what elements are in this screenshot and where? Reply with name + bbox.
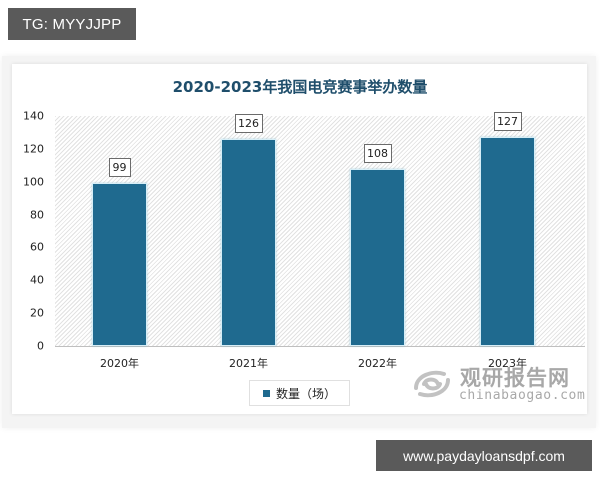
- watermark-tag-bottom: www.paydayloansdpf.com: [376, 440, 592, 471]
- data-label: 99: [108, 158, 131, 178]
- y-tick-label: 0: [37, 339, 44, 353]
- y-tick-label: 100: [23, 175, 44, 189]
- data-label: 126: [234, 114, 263, 133]
- y-tick-label: 120: [23, 142, 44, 156]
- chart-title: 2020-2023年我国电竞赛事举办数量: [172, 78, 428, 96]
- x-axis-line: [55, 346, 585, 347]
- watermark-tag-top: TG: MYYJJPP: [8, 8, 136, 40]
- y-tick-label: 40: [30, 273, 44, 287]
- x-tick-label: 2023年: [488, 357, 527, 370]
- brand-name-cn: 观研报告网: [460, 366, 570, 390]
- bar: [92, 183, 147, 346]
- legend-swatch: [262, 389, 270, 397]
- brand-logo: 观研报告网 chinabaogao.com: [410, 362, 585, 408]
- data-label: 108: [363, 143, 392, 163]
- y-tick-label: 60: [30, 240, 44, 254]
- legend: 数量（场）: [249, 380, 350, 406]
- bar: [480, 137, 535, 346]
- bar: [350, 168, 405, 346]
- x-tick-label: 2020年: [100, 357, 139, 370]
- y-tick-label: 80: [30, 208, 44, 222]
- data-label: 127: [493, 112, 522, 132]
- bar: [221, 139, 276, 346]
- legend-label: 数量（场）: [275, 386, 336, 401]
- y-tick-label: 20: [30, 306, 44, 320]
- y-tick-label: 140: [23, 109, 44, 123]
- x-tick-label: 2021年: [229, 357, 268, 370]
- swirl-logo-icon: [414, 370, 450, 398]
- brand-domain: chinabaogao.com: [459, 388, 586, 403]
- x-tick-label: 2022年: [358, 357, 397, 370]
